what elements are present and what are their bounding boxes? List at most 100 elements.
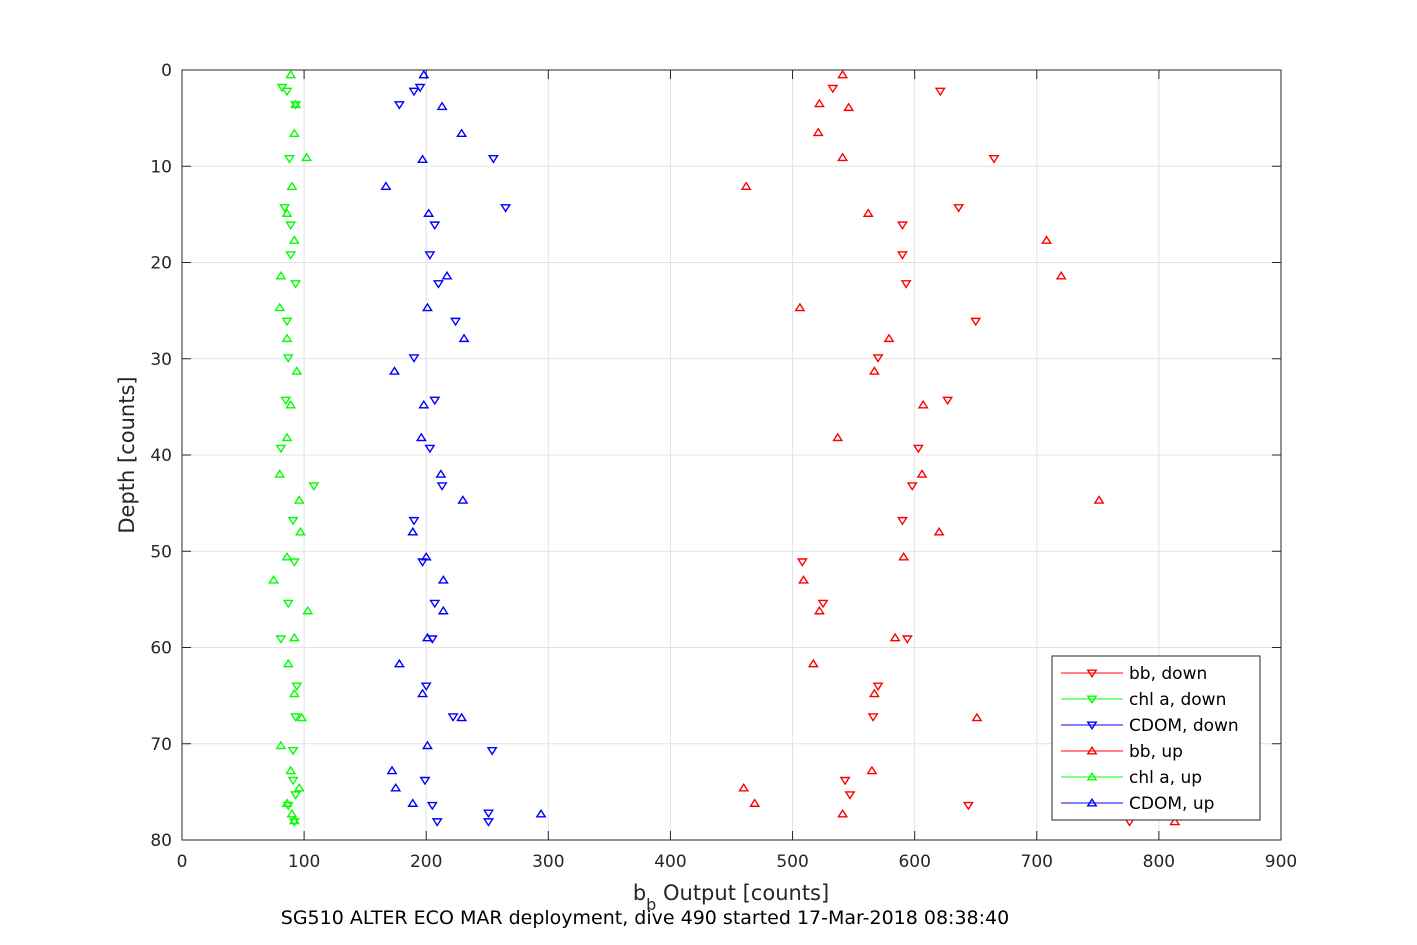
data-point (1169, 816, 1181, 826)
data-point (388, 366, 400, 375)
data-point (286, 181, 298, 190)
data-point (436, 101, 448, 111)
y-tick-label: 60 (150, 639, 172, 659)
legend-label: chl a, up (1129, 768, 1202, 788)
data-point (450, 317, 462, 327)
data-point (408, 87, 420, 97)
data-point (906, 482, 918, 491)
y-tick-label: 0 (161, 61, 172, 81)
data-point (749, 798, 761, 807)
legend-label: CDOM, up (1129, 794, 1214, 814)
data-point (288, 558, 300, 567)
data-point (740, 181, 752, 190)
data-point (796, 558, 808, 567)
data-point (421, 740, 433, 750)
x-tick-label: 0 (177, 852, 188, 872)
data-point (437, 575, 449, 584)
data-point (294, 526, 306, 536)
legend-box (1051, 655, 1261, 821)
data-point (942, 396, 954, 406)
data-point (883, 333, 895, 343)
data-point (487, 155, 499, 164)
legend-label: bb, up (1129, 742, 1183, 762)
data-point (432, 280, 444, 289)
data-point (290, 99, 302, 109)
data-point (934, 87, 946, 97)
data-point (436, 482, 448, 491)
data-point (293, 782, 305, 792)
data-point (837, 808, 849, 818)
grid (182, 70, 1281, 840)
data-point (423, 208, 435, 217)
data-point (290, 791, 302, 800)
data-point (817, 599, 829, 609)
data-point (275, 270, 287, 280)
data-markers (268, 69, 1181, 827)
data-point (419, 776, 431, 786)
x-tick-label: 500 (776, 852, 808, 872)
data-point (872, 682, 884, 692)
x-tick-label: 700 (1021, 852, 1053, 872)
y-tick-label: 20 (150, 254, 172, 274)
data-point (285, 221, 297, 231)
data-point (291, 682, 303, 692)
data-point (288, 818, 300, 827)
data-point (933, 526, 945, 536)
data-point (293, 495, 305, 504)
data-point (953, 204, 965, 213)
data-point (441, 270, 453, 280)
x-axis-label: bb Output [counts] (633, 881, 829, 914)
data-point (285, 399, 297, 409)
data-point (500, 204, 512, 213)
data-point (807, 658, 819, 668)
axes: 0 100 200 300 400 500 600 700 800 900 0 10 20 30 40 50 6… (150, 61, 1297, 872)
data-point (1041, 235, 1053, 244)
data-point (431, 818, 443, 827)
legend-label: CDOM, down (1129, 716, 1239, 736)
data-point (393, 101, 405, 110)
data-point (900, 280, 912, 289)
data-point (827, 84, 839, 94)
data-point (429, 599, 441, 609)
data-point (415, 432, 427, 442)
legend-marker (1086, 745, 1098, 755)
data-point (867, 713, 879, 722)
data-point (426, 801, 438, 811)
data-point (281, 551, 293, 561)
data-point (420, 682, 432, 692)
y-tick-label: 80 (150, 831, 172, 851)
x-tick-label: 600 (898, 852, 930, 872)
data-point (288, 815, 300, 825)
y-tick-label: 30 (150, 350, 172, 370)
data-point (281, 798, 293, 807)
legend-label: chl a, down (1129, 690, 1226, 710)
data-point (282, 658, 294, 668)
data-point (429, 221, 441, 231)
data-point (794, 302, 806, 312)
legend-marker (1086, 669, 1098, 679)
data-point (302, 605, 314, 615)
data-point (896, 516, 908, 526)
data-point (288, 632, 300, 642)
data-point (812, 127, 824, 137)
data-point (447, 713, 459, 722)
data-point (282, 354, 294, 363)
data-point (275, 444, 287, 454)
data-point (1055, 270, 1067, 280)
data-point (896, 251, 908, 260)
legend-marker (1086, 797, 1098, 807)
data-point (912, 444, 924, 454)
data-point (424, 444, 436, 454)
data-point (386, 765, 398, 775)
chart-caption: SG510 ALTER ECO MAR deployment, dive 490… (281, 907, 1009, 929)
data-point (917, 399, 929, 409)
data-point (288, 128, 300, 138)
data-point (275, 635, 287, 644)
data-point (301, 152, 313, 162)
x-tick-label: 200 (410, 852, 442, 872)
y-tick-label: 50 (150, 542, 172, 562)
data-point (901, 635, 913, 644)
data-point (288, 235, 300, 244)
data-point (287, 776, 299, 786)
